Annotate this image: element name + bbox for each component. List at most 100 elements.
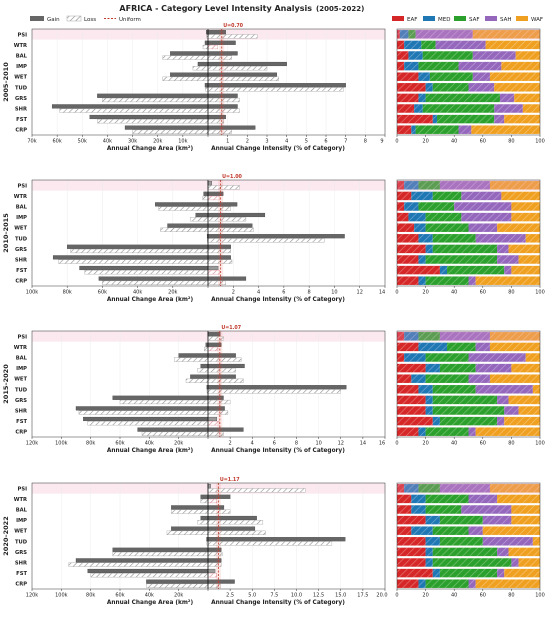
- area-tick-label: 60k: [53, 139, 62, 145]
- area-gain-bar: [52, 104, 208, 108]
- stack-texture: [397, 396, 540, 404]
- stack-texture: [397, 276, 540, 284]
- intensity-tick-label: 12: [357, 290, 363, 296]
- intensity-tick-label: 2: [246, 139, 249, 145]
- legend-loss-swatch: [67, 16, 81, 21]
- category-label-fst: FST: [16, 268, 27, 274]
- area-loss-bar: [203, 196, 208, 200]
- legend-swatch-sah: [485, 16, 497, 21]
- area-gain-bar: [196, 213, 208, 217]
- intensity-gain-bar: [208, 516, 257, 520]
- area-gain-bar: [201, 516, 208, 520]
- legend-swatch-eaf: [392, 16, 404, 21]
- category-label-bal: BAL: [16, 508, 28, 514]
- area-gain-bar: [170, 73, 208, 77]
- period-label: 2010–2015: [2, 213, 10, 253]
- legend-loss-label: Loss: [84, 17, 96, 23]
- category-label-crp: CRP: [15, 128, 27, 134]
- area-loss-bar: [97, 119, 208, 123]
- intensity-loss-bar: [208, 217, 246, 221]
- stack-tick-label: 100: [535, 290, 545, 296]
- category-label-grs: GRS: [15, 247, 27, 253]
- stack-psi-highlight: [397, 483, 540, 494]
- area-gain-bar: [190, 375, 208, 379]
- stack-texture: [397, 505, 540, 513]
- area-tick-label: 80k: [63, 290, 72, 296]
- stack-texture: [397, 83, 540, 91]
- stack-tick-label: 100: [535, 441, 545, 447]
- intensity-tick-label: 16: [379, 441, 385, 447]
- intensity-tick-label: 8: [295, 441, 298, 447]
- stack-tick-label: 80: [508, 441, 514, 447]
- intensity-tick-label: 10: [331, 290, 337, 296]
- category-label-imp: IMP: [16, 366, 27, 372]
- category-label-grs: GRS: [15, 96, 27, 102]
- area-tick-label: 100k: [55, 441, 68, 447]
- area-loss-bar: [146, 584, 208, 588]
- intensity-tick-label: 2: [232, 290, 235, 296]
- area-loss-bar: [174, 358, 208, 362]
- legend-uniform-label: Uniform: [119, 17, 141, 23]
- category-label-tud: TUD: [15, 85, 28, 91]
- area-gain-bar: [170, 51, 208, 55]
- intensity-gain-bar: [208, 385, 346, 389]
- area-loss-bar: [79, 411, 208, 415]
- stack-tick-label: 60: [480, 441, 486, 447]
- category-label-psi: PSI: [18, 334, 28, 340]
- category-label-fst: FST: [16, 419, 27, 425]
- intensity-gain-bar: [208, 126, 255, 130]
- intensity-tick-label: 7.5: [270, 593, 278, 599]
- category-label-wet: WET: [14, 226, 27, 232]
- area-gain-bar: [113, 548, 208, 552]
- area-loss-bar: [69, 563, 208, 567]
- area-loss-bar: [203, 45, 208, 49]
- area-loss-bar: [201, 499, 208, 503]
- stack-texture: [397, 569, 540, 577]
- stack-tick-label: 40: [451, 593, 457, 599]
- category-label-psi: PSI: [18, 183, 28, 189]
- intensity-tick-label: 3: [265, 139, 268, 145]
- category-label-grs: GRS: [15, 398, 27, 404]
- area-tick-label: 40k: [103, 139, 112, 145]
- area-tick-label: 20k: [174, 441, 183, 447]
- intensity-gain-bar: [208, 266, 218, 270]
- intensity-gain-bar: [208, 277, 246, 281]
- stack-tick-label: 60: [480, 593, 486, 599]
- intensity-gain-bar: [208, 537, 345, 541]
- legend-label-med: MED: [438, 17, 450, 23]
- period-label: 2020–2022: [2, 516, 10, 555]
- intensity-tick-label: 10: [315, 441, 321, 447]
- stack-tick-label: 0: [395, 441, 398, 447]
- legend-gain-label: Gain: [47, 17, 60, 23]
- area-loss-bar: [186, 379, 208, 383]
- area-gain-bar: [168, 224, 208, 228]
- intensity-tick-label: 9: [380, 139, 383, 145]
- intensity-tick-label: 15.0: [335, 593, 346, 599]
- intensity-loss-bar: [208, 239, 324, 243]
- uniform-label: U=0.70: [223, 23, 243, 29]
- intensity-tick-label: 8: [308, 290, 311, 296]
- intensity-tick-label: 8: [364, 139, 367, 145]
- intensity-tick-label: 14: [379, 290, 385, 296]
- area-loss-bar: [159, 207, 208, 211]
- category-label-wtr: WTR: [14, 345, 27, 351]
- area-loss-bar: [160, 228, 208, 232]
- area-loss-bar: [120, 400, 208, 404]
- area-gain-bar: [171, 527, 208, 531]
- intensity-gain-bar: [208, 364, 245, 368]
- intensity-tick-label: 7: [344, 139, 347, 145]
- stack-texture: [397, 125, 540, 133]
- area-gain-bar: [67, 245, 208, 249]
- category-label-wet: WET: [14, 377, 27, 383]
- stack-texture: [397, 202, 540, 210]
- intensity-tick-label: 5: [305, 139, 308, 145]
- category-label-shr: SHR: [15, 258, 27, 264]
- main-plot-frame: [32, 180, 385, 286]
- area-gain-bar: [171, 505, 208, 509]
- intensity-loss-bar: [208, 489, 305, 493]
- stack-texture: [397, 537, 540, 545]
- intensity-gain-bar: [208, 569, 215, 573]
- stack-texture: [397, 364, 540, 372]
- area-tick-label: 40k: [133, 290, 142, 296]
